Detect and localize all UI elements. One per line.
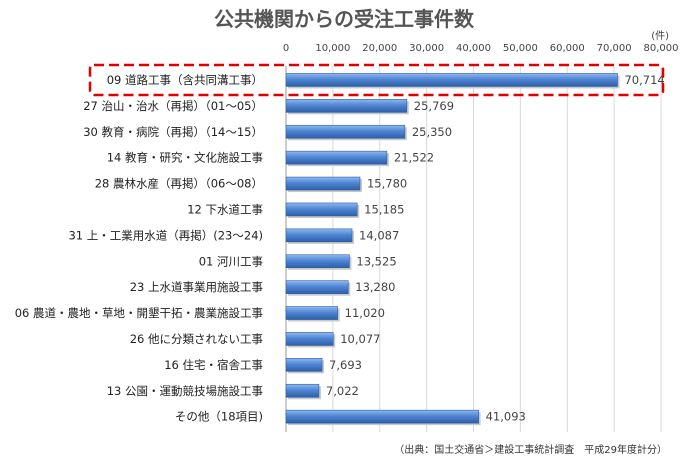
bar	[285, 202, 358, 217]
x-axis-ticks: 0 10,000 20,000 30,000 40,000 50,000 60,000 70,…	[283, 43, 679, 54]
value-label: 7,022	[326, 384, 359, 398]
bar	[285, 254, 350, 269]
category-label: 12 下水道工事	[187, 202, 263, 216]
value-label: 41,093	[486, 410, 526, 424]
bar	[285, 150, 388, 165]
category-label: 31 上・工業用水道（再掲）(23～24)	[68, 228, 263, 242]
bar	[285, 383, 320, 398]
bar	[285, 73, 618, 87]
category-label: 14 教育・研究・文化施設工事	[107, 151, 263, 165]
bar	[285, 99, 408, 113]
bar	[285, 332, 334, 346]
x-tick-label: 80,000	[644, 43, 679, 54]
category-label: 30 教育・病院（再掲）（14～15）	[83, 125, 263, 139]
value-label: 7,693	[329, 358, 362, 372]
x-tick-label: 30,000	[409, 43, 444, 54]
value-labels: 70,714 25,769 25,350 21,522 15,780 15,185 14,0…	[326, 73, 665, 424]
value-label: 15,780	[367, 177, 407, 191]
x-tick-label: 40,000	[456, 43, 491, 54]
bar	[285, 306, 338, 320]
value-label: 15,185	[364, 202, 404, 216]
unit-label: (件)	[651, 30, 669, 42]
value-label: 70,714	[624, 73, 664, 87]
x-tick-label: 50,000	[503, 43, 538, 54]
category-label: 09 道路工事（含共同溝工事）	[107, 73, 263, 87]
value-label: 13,525	[356, 254, 396, 268]
bar	[285, 228, 353, 243]
bar	[285, 176, 361, 191]
value-label: 25,769	[414, 99, 454, 113]
value-label: 14,087	[359, 228, 399, 242]
gridlines	[332, 66, 662, 432]
x-tick-label: 20,000	[362, 43, 397, 54]
bar	[285, 280, 349, 294]
x-tick-label: 10,000	[315, 43, 350, 54]
value-label: 25,350	[412, 125, 452, 139]
source-note: （出典：国土交通省＞建設工事統計調査 平成29年度計分）	[394, 443, 667, 456]
bar	[285, 358, 323, 372]
value-label: 11,020	[345, 306, 385, 320]
category-label: 16 住宅・宿舎工事	[164, 358, 263, 372]
bar	[285, 409, 479, 424]
category-label: その他（18項目)	[175, 410, 263, 424]
category-label: 13 公園・運動競技場施設工事	[107, 384, 263, 398]
bar	[285, 124, 406, 139]
value-label: 10,077	[340, 332, 380, 346]
bars	[285, 73, 620, 426]
category-labels: 09 道路工事（含共同溝工事） 27 治山・治水（再掲）（01～05） 30 教育・…	[15, 73, 263, 424]
chart-title: 公共機関からの受注工事件数	[214, 7, 475, 31]
x-tick-label: 0	[283, 43, 289, 54]
x-tick-label: 70,000	[597, 43, 632, 54]
value-label: 13,280	[355, 280, 395, 294]
category-label: 27 治山・治水（再掲）（01～05）	[83, 99, 263, 113]
value-label: 21,522	[394, 151, 434, 165]
category-label: 26 他に分類されない工事	[130, 332, 263, 346]
category-label: 01 河川工事	[199, 254, 263, 268]
category-label: 23 上水道事業用施設工事	[130, 280, 263, 294]
x-tick-label: 60,000	[550, 43, 585, 54]
category-label: 06 農道・農地・草地・開墾干拓・農業施設工事	[15, 306, 263, 320]
category-label: 28 農林水産（再掲）（06～08）	[95, 177, 263, 191]
